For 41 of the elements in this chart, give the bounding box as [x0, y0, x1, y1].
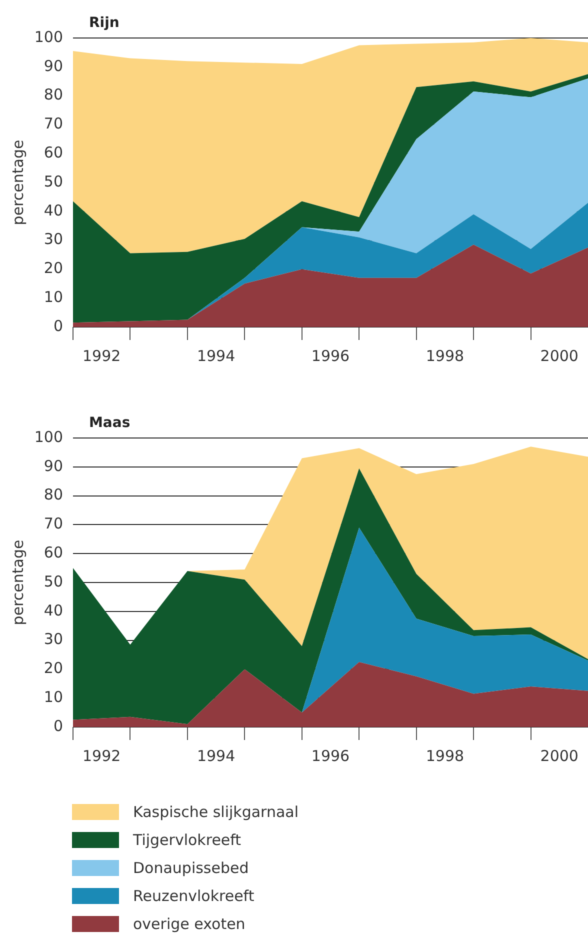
y-axis-title: percentage — [8, 540, 27, 626]
y-tick-label: 20 — [44, 659, 63, 678]
y-tick-label: 70 — [44, 514, 63, 533]
x-tick-label: 1996 — [311, 346, 350, 365]
legend-label: overige exoten — [133, 915, 246, 933]
y-tick-label: 30 — [44, 630, 63, 648]
x-tick-label: 1996 — [311, 746, 350, 765]
legend-label: Kaspische slijkgarnaal — [133, 803, 299, 821]
y-tick-label: 20 — [44, 259, 63, 278]
y-tick-label: 50 — [44, 572, 63, 590]
y-tick-label: 70 — [44, 114, 63, 133]
y-axis-title: percentage — [8, 140, 27, 226]
x-tick-label: 1992 — [82, 346, 121, 365]
x-tick-label: 1994 — [196, 346, 236, 365]
legend-label: Donaupissebed — [133, 859, 249, 877]
y-tick-label: 50 — [44, 172, 63, 190]
y-tick-label: 80 — [44, 86, 63, 104]
x-tick-label: 2000 — [540, 346, 578, 365]
y-tick-label: 60 — [44, 143, 63, 162]
y-tick-label: 80 — [44, 486, 63, 504]
x-tick-label: 1998 — [426, 746, 464, 765]
legend-label: Reuzenvlokreeft — [133, 887, 254, 905]
y-tick-label: 30 — [44, 230, 63, 248]
x-tick-label: 1994 — [196, 746, 236, 765]
y-tick-label: 0 — [53, 716, 63, 735]
legend-label: Tijgervlokreeft — [133, 831, 242, 849]
y-tick-label: 90 — [44, 56, 63, 75]
y-tick-label: 40 — [44, 601, 63, 620]
chart-title: Maas — [89, 415, 130, 431]
x-tick-label: 1998 — [426, 346, 464, 365]
y-tick-label: 10 — [44, 288, 63, 306]
y-tick-label: 0 — [53, 316, 63, 335]
chart-title: Rijn — [89, 15, 120, 31]
y-tick-label: 10 — [44, 688, 63, 706]
x-tick-label: 1992 — [82, 746, 121, 765]
y-tick-label: 100 — [34, 28, 63, 46]
x-tick-label: 2000 — [540, 746, 578, 765]
y-tick-label: 90 — [44, 456, 63, 475]
y-tick-label: 40 — [44, 201, 63, 220]
y-tick-label: 100 — [34, 428, 63, 446]
y-tick-label: 60 — [44, 543, 63, 562]
